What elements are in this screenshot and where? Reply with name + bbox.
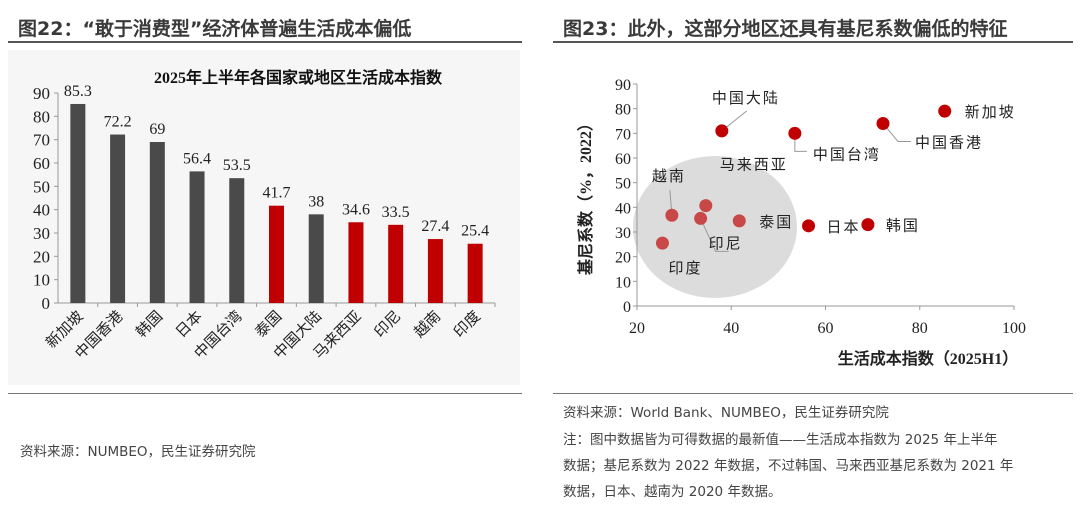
y-tick-label: 40 bbox=[33, 201, 50, 220]
data-label: 25.4 bbox=[461, 223, 489, 240]
right-note-line-1: 注：图中数据皆为可得数据的最新值——生活成本指数为 2025 年上半年 bbox=[563, 432, 998, 448]
point-label: 越南 bbox=[652, 168, 686, 185]
y-tick-label: 50 bbox=[33, 177, 50, 196]
data-label: 72.2 bbox=[104, 114, 132, 131]
leader-line bbox=[700, 218, 729, 252]
data-point bbox=[715, 124, 729, 138]
data-point bbox=[732, 214, 746, 228]
bar bbox=[189, 171, 205, 303]
data-label: 34.6 bbox=[342, 201, 370, 218]
x-tick-label: 40 bbox=[723, 320, 739, 337]
low-gini-region bbox=[633, 156, 797, 298]
data-point bbox=[876, 116, 890, 130]
data-label: 53.5 bbox=[223, 157, 251, 174]
bar bbox=[269, 205, 284, 303]
x-axis-title: 生活成本指数（2025H1） bbox=[838, 349, 1018, 368]
left-figure-title: 图22：“敢于消费型”经济体普遍生活成本偏低 bbox=[18, 18, 412, 40]
data-point bbox=[938, 104, 952, 118]
left-source: 资料来源：NUMBEO，民生证券研究院 bbox=[20, 444, 256, 460]
y-tick-label: 30 bbox=[615, 225, 631, 242]
bar bbox=[229, 178, 245, 303]
point-label: 印度 bbox=[668, 260, 702, 277]
y-tick-label: 0 bbox=[623, 299, 631, 316]
bar bbox=[70, 103, 86, 303]
point-label: 日本 bbox=[827, 219, 861, 236]
y-tick-label: 10 bbox=[33, 271, 50, 290]
bar bbox=[388, 224, 404, 303]
y-tick-label: 70 bbox=[615, 126, 631, 143]
y-tick-label: 80 bbox=[33, 107, 50, 126]
y-tick-label: 60 bbox=[615, 151, 631, 168]
bar bbox=[348, 222, 364, 303]
data-point bbox=[699, 199, 713, 213]
scatter-chart: 0 10 20 30 40 50 60 70 80 90 20 40 60 80 100 生活成本指数（202… bbox=[553, 50, 1073, 385]
bar bbox=[308, 214, 324, 303]
data-label: 85.3 bbox=[64, 83, 92, 100]
right-note-line-3: 数据，日本、越南为 2020 年数据。 bbox=[563, 484, 782, 500]
left-bottom-divider bbox=[8, 393, 522, 394]
left-title-divider bbox=[8, 41, 522, 43]
category-label: 韩国 bbox=[133, 308, 166, 341]
point-label: 印尼 bbox=[709, 235, 743, 252]
right-note-line-2: 数据；基尼系数为 2022 年数据，不过韩国、马来西亚基尼系数为 2021 年 bbox=[563, 458, 1014, 474]
data-label: 41.7 bbox=[263, 185, 291, 202]
x-tick-label: 20 bbox=[629, 320, 645, 337]
y-tick-label: 50 bbox=[615, 176, 631, 193]
data-point bbox=[655, 236, 669, 250]
bar bbox=[467, 243, 483, 303]
data-point bbox=[788, 126, 802, 140]
y-axis-title: 基尼系数（%，2022） bbox=[576, 115, 595, 276]
chart-title: 2025年上半年各国家或地区生活成本指数 bbox=[154, 68, 443, 87]
point-label: 马来西亚 bbox=[720, 157, 788, 174]
bar bbox=[427, 239, 443, 303]
category-label: 日本 bbox=[173, 308, 206, 341]
data-label: 56.4 bbox=[183, 150, 211, 167]
x-tick-label: 80 bbox=[912, 320, 928, 337]
right-source: 资料来源：World Bank、NUMBEO，民生证券研究院 bbox=[563, 405, 889, 421]
right-bottom-divider bbox=[553, 393, 1073, 394]
category-label: 印度 bbox=[451, 308, 484, 341]
category-label: 泰国 bbox=[252, 308, 285, 341]
point-label: 韩国 bbox=[886, 218, 920, 235]
point-label: 中国台湾 bbox=[813, 146, 881, 163]
y-tick-label: 20 bbox=[615, 250, 631, 267]
y-tick-label: 90 bbox=[33, 84, 50, 103]
data-label: 69 bbox=[149, 121, 165, 138]
bar bbox=[110, 134, 126, 303]
data-label: 27.4 bbox=[421, 218, 449, 235]
category-label: 越南 bbox=[411, 308, 444, 341]
point-label: 泰国 bbox=[759, 214, 793, 231]
y-tick-label: 30 bbox=[33, 224, 50, 243]
y-tick-label: 70 bbox=[33, 131, 50, 150]
y-tick-label: 60 bbox=[33, 154, 50, 173]
right-title-divider bbox=[553, 41, 1073, 43]
point-label: 新加坡 bbox=[965, 104, 1016, 121]
y-tick-label: 40 bbox=[615, 200, 631, 217]
bar-chart: 2025年上半年各国家或地区生活成本指数 0 10 20 30 40 50 60 70 80 90 8… bbox=[8, 50, 520, 385]
leader-line bbox=[882, 123, 911, 142]
x-tick-label: 100 bbox=[1002, 320, 1026, 337]
bar bbox=[149, 142, 165, 303]
y-tick-label: 20 bbox=[33, 247, 50, 266]
data-label: 38 bbox=[308, 193, 324, 210]
data-point bbox=[802, 219, 816, 233]
right-figure-title: 图23：此外，这部分地区还具有基尼系数偏低的特征 bbox=[563, 18, 1008, 40]
y-tick-label: 10 bbox=[615, 274, 631, 291]
point-label: 中国大陆 bbox=[712, 90, 780, 107]
data-point bbox=[665, 208, 679, 222]
x-tick-label: 60 bbox=[818, 320, 834, 337]
y-tick-label: 90 bbox=[615, 77, 631, 94]
category-label: 印尼 bbox=[371, 308, 404, 341]
point-label: 中国香港 bbox=[915, 134, 983, 151]
data-label: 33.5 bbox=[382, 204, 410, 221]
y-tick-label: 80 bbox=[615, 102, 631, 119]
y-tick-label: 0 bbox=[42, 294, 51, 313]
data-point bbox=[861, 218, 875, 232]
data-point bbox=[694, 211, 708, 225]
